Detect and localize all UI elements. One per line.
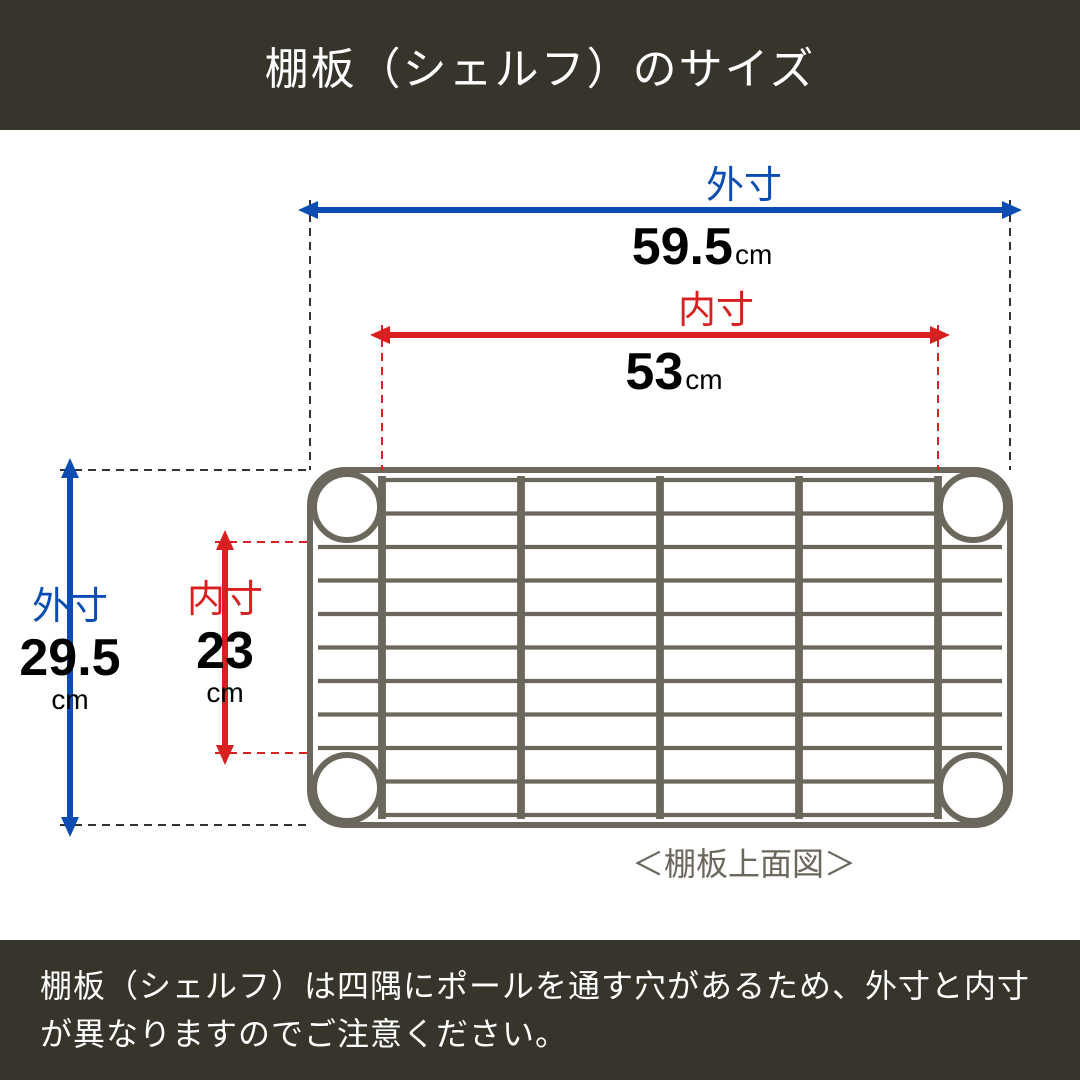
svg-text:内寸: 内寸 xyxy=(678,290,754,332)
svg-text:外寸: 外寸 xyxy=(32,586,108,628)
shelf-diagram-svg: 外寸59.5cm内寸53cm外寸29.5cm内寸23cm＜棚板上面図＞ xyxy=(0,130,1080,940)
title-band: 棚板（シェルフ）のサイズ xyxy=(0,0,1080,130)
footer-band: 棚板（シェルフ）は四隅にポールを通す穴があるため、外寸と内寸が異なりますのでご注… xyxy=(0,940,1080,1080)
svg-text:53cm: 53cm xyxy=(625,343,722,401)
svg-text:29.5: 29.5 xyxy=(19,629,120,687)
caption-text: ＜棚板上面図＞ xyxy=(632,846,856,882)
title-text: 棚板（シェルフ）のサイズ xyxy=(265,33,816,97)
diagram-area: 外寸59.5cm内寸53cm外寸29.5cm内寸23cm＜棚板上面図＞ xyxy=(0,130,1080,940)
svg-text:23: 23 xyxy=(196,622,254,680)
svg-text:外寸: 外寸 xyxy=(706,165,782,207)
footer-text: 棚板（シェルフ）は四隅にポールを通す穴があるため、外寸と内寸が異なりますのでご注… xyxy=(40,962,1040,1058)
svg-text:cm: cm xyxy=(206,677,243,708)
svg-text:内寸: 内寸 xyxy=(187,579,263,621)
shelf-top-view xyxy=(310,470,1010,825)
svg-text:59.5cm: 59.5cm xyxy=(632,218,773,276)
svg-text:cm: cm xyxy=(51,684,88,715)
